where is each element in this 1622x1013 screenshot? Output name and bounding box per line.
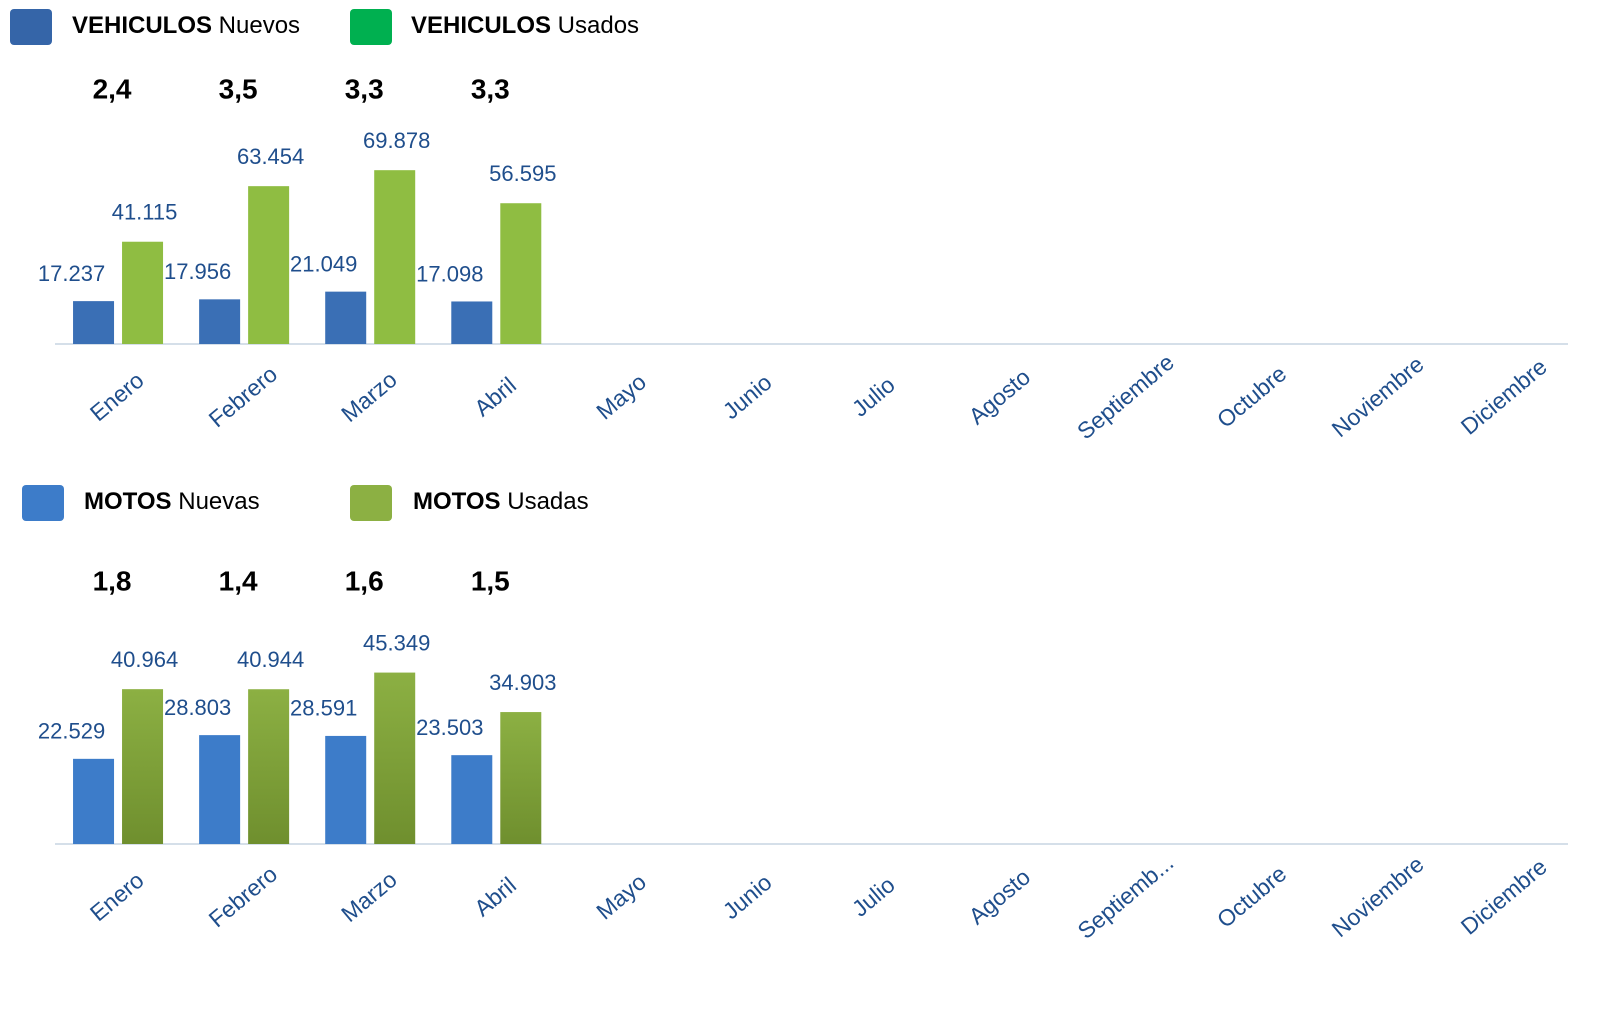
value-label: 17.237 xyxy=(38,261,105,286)
x-tick-label: Noviembre xyxy=(1327,351,1429,442)
bar xyxy=(122,241,164,344)
value-label: 34.903 xyxy=(489,670,556,695)
ratio-label: 3,3 xyxy=(345,73,384,104)
bar xyxy=(73,758,115,844)
x-tick-label: Marzo xyxy=(336,866,402,927)
bar xyxy=(122,689,164,844)
bar xyxy=(500,712,542,844)
x-tick-label: Febrero xyxy=(204,861,282,933)
value-label: 22.529 xyxy=(38,719,105,744)
legend-swatch xyxy=(350,485,392,521)
ratio-label: 2,4 xyxy=(93,73,132,104)
ratio-label: 1,5 xyxy=(471,565,510,596)
legend-swatch xyxy=(350,9,392,45)
legend-swatch xyxy=(10,9,52,45)
bar xyxy=(451,301,493,344)
x-tick-label: Abril xyxy=(469,872,521,921)
legend-label: MOTOS Usadas xyxy=(413,488,589,515)
x-tick-label: Julio xyxy=(847,871,900,921)
legend-swatch xyxy=(22,485,64,521)
bar xyxy=(248,689,290,844)
ratio-label: 1,8 xyxy=(93,565,132,596)
x-tick-label: Febrero xyxy=(204,361,282,433)
bar xyxy=(325,291,367,344)
x-tick-label: Abril xyxy=(469,372,521,421)
legend-label: VEHICULOS Nuevos xyxy=(72,12,300,39)
ratio-label: 1,6 xyxy=(345,565,384,596)
ratio-label: 3,3 xyxy=(471,73,510,104)
x-tick-label: Agosto xyxy=(964,864,1036,930)
x-tick-label: Diciembre xyxy=(1456,853,1552,939)
bar xyxy=(325,735,367,844)
x-tick-label: Marzo xyxy=(336,366,402,427)
value-label: 45.349 xyxy=(363,630,430,655)
value-label: 17.956 xyxy=(164,259,231,284)
bar xyxy=(73,301,115,344)
bar xyxy=(500,203,542,344)
ratio-label: 1,4 xyxy=(219,565,258,596)
x-tick-label: Septiembre xyxy=(1072,349,1179,445)
x-tick-label: Mayo xyxy=(591,868,651,924)
value-label: 23.503 xyxy=(416,715,483,740)
legend-label: VEHICULOS Usados xyxy=(411,12,639,39)
bar xyxy=(199,299,241,344)
value-label: 41.115 xyxy=(112,200,178,225)
x-tick-label: Mayo xyxy=(591,368,651,424)
x-tick-label: Diciembre xyxy=(1456,353,1552,439)
bar xyxy=(451,755,493,844)
x-tick-label: Junio xyxy=(718,869,777,924)
bar xyxy=(248,186,290,344)
value-label: 56.595 xyxy=(489,161,556,186)
value-label: 28.803 xyxy=(164,695,231,720)
value-label: 40.944 xyxy=(237,647,304,672)
x-tick-label: Agosto xyxy=(964,364,1036,430)
value-label: 17.098 xyxy=(416,261,483,286)
x-tick-label: Septiemb... xyxy=(1073,849,1179,944)
value-label: 28.591 xyxy=(290,696,357,721)
x-tick-label: Julio xyxy=(847,371,900,421)
x-tick-label: Octubre xyxy=(1212,860,1291,933)
x-tick-label: Enero xyxy=(85,867,149,926)
bar xyxy=(374,170,416,344)
bar xyxy=(199,735,241,844)
x-tick-label: Octubre xyxy=(1212,360,1291,433)
ratio-label: 3,5 xyxy=(219,73,258,104)
x-tick-label: Junio xyxy=(718,369,777,424)
legend-label: MOTOS Nuevas xyxy=(84,488,260,515)
value-label: 63.454 xyxy=(237,144,304,169)
x-tick-label: Enero xyxy=(85,367,149,426)
value-label: 21.049 xyxy=(290,251,357,276)
x-tick-label: Noviembre xyxy=(1327,851,1429,942)
bar xyxy=(374,672,416,844)
value-label: 69.878 xyxy=(363,128,430,153)
value-label: 40.964 xyxy=(111,647,178,672)
